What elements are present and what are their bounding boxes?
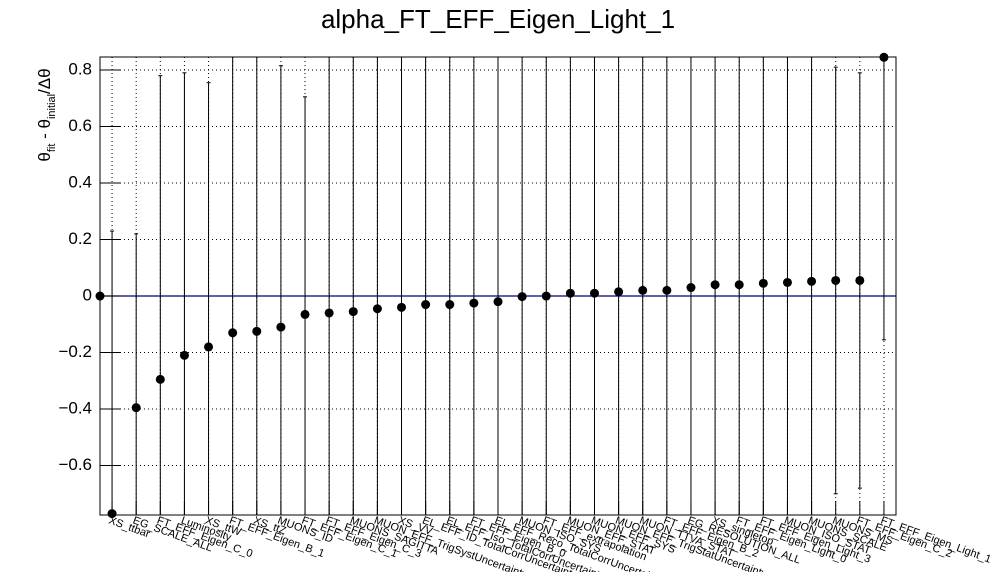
point bbox=[228, 328, 238, 338]
point bbox=[276, 322, 286, 332]
point bbox=[95, 291, 105, 301]
y-tick-label: 0.4 bbox=[68, 172, 92, 191]
point bbox=[879, 52, 889, 62]
point bbox=[565, 288, 575, 298]
y-label-part: θ bbox=[35, 152, 54, 161]
y-tick-label: 0.2 bbox=[68, 229, 92, 248]
y-axis-title: θfit - θinitial/Δθ bbox=[35, 68, 58, 161]
point bbox=[541, 291, 551, 301]
point bbox=[397, 302, 407, 312]
axes: −0.6−0.4−0.200.20.40.60.8XS_ttbarEG_SCAL… bbox=[58, 59, 992, 572]
point bbox=[758, 278, 768, 288]
chart-title: alpha_FT_EFF_Eigen_Light_1 bbox=[321, 4, 675, 34]
point bbox=[107, 509, 117, 519]
point bbox=[734, 280, 744, 290]
point bbox=[372, 304, 382, 314]
point bbox=[855, 275, 865, 285]
point bbox=[324, 308, 334, 318]
y-tick-label: 0 bbox=[83, 286, 92, 305]
point bbox=[204, 342, 214, 352]
point bbox=[252, 326, 262, 336]
y-label-part: initial bbox=[46, 94, 58, 119]
point bbox=[831, 275, 841, 285]
point bbox=[348, 307, 358, 317]
point bbox=[589, 288, 599, 298]
point bbox=[662, 285, 672, 295]
y-tick-label: 0.6 bbox=[68, 116, 92, 135]
y-tick-label: −0.2 bbox=[58, 342, 92, 361]
y-label-part: fit bbox=[46, 144, 58, 153]
plot-area bbox=[100, 57, 896, 515]
point bbox=[493, 297, 503, 307]
y-tick-label: 0.8 bbox=[68, 59, 92, 78]
point bbox=[179, 350, 189, 360]
point bbox=[131, 403, 141, 413]
point bbox=[638, 285, 648, 295]
point bbox=[155, 374, 165, 384]
point bbox=[469, 298, 479, 308]
point bbox=[686, 283, 696, 293]
point bbox=[807, 276, 817, 286]
point bbox=[614, 287, 624, 297]
point bbox=[421, 300, 431, 310]
point bbox=[300, 309, 310, 319]
y-label-part: - θ bbox=[35, 119, 54, 144]
y-label-part: /Δθ bbox=[35, 68, 54, 94]
y-tick-label: −0.4 bbox=[58, 399, 92, 418]
point bbox=[445, 300, 455, 310]
point bbox=[517, 292, 527, 302]
point bbox=[710, 280, 720, 290]
y-tick-label: −0.6 bbox=[58, 455, 92, 474]
point bbox=[782, 277, 792, 287]
